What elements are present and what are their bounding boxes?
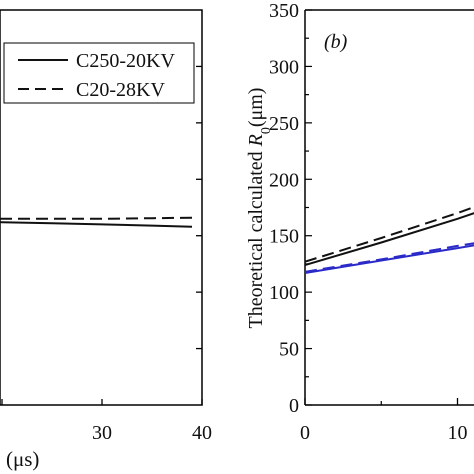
y-label-text: Theoretical calculated [245,146,267,328]
legend: C250-20KV C20-28KV [3,42,195,104]
panel-b-y-tick-label: 350 [269,0,299,22]
panel-b-ticks [304,9,459,406]
dashed-series-line-1 [0,216,193,220]
solid-series-line-0 [0,221,193,228]
panel-b-y-tick-label: 200 [269,169,299,191]
panel-b-x-tick-label: 0 [300,422,310,444]
panel-b-y-axis-label: Theoretical calculated R0(μm) [245,88,274,329]
panel-b-label: (b) [324,31,348,53]
panel-b-lines [304,205,474,274]
panel-b-y-tick-label: 0 [289,395,299,417]
panel-b-y-tick-label: 50 [279,339,299,361]
panel-b-y-tick-label: 250 [269,113,299,135]
panel-a-x-tick-label: 30 [92,422,112,444]
dashed-series-line-3 [304,242,474,273]
panel-b-x-tick-label: 10 [448,422,468,444]
panel-a-x-axis-label: (μs) [6,447,39,471]
panel-b-y-tick-label: 150 [269,226,299,248]
panel-a-lines [0,216,193,228]
solid-series-line-2 [304,244,474,274]
panel-b-y-tick-label: 300 [269,56,299,78]
solid-series-line-0 [304,212,474,267]
legend-label-c20-28kv: C20-28KV [76,79,165,101]
legend-label-c250-20kv: C250-20KV [76,50,175,72]
panel-a-x-tick-label: 40 [192,422,212,444]
y-label-unit: (μm) [245,88,267,128]
panel-a-plot-frame [0,9,203,406]
panel-a-ticks [1,65,203,405]
y-label-subscript: 0 [259,127,274,134]
y-label-symbol: R [245,134,267,147]
legend-box [3,42,195,104]
panel-a-tick-labels: 03040 [92,422,212,444]
panel-a: 03040 (μs) C250-20KV C20-28KV [0,9,212,471]
panel-b-y-tick-label: 100 [269,282,299,304]
